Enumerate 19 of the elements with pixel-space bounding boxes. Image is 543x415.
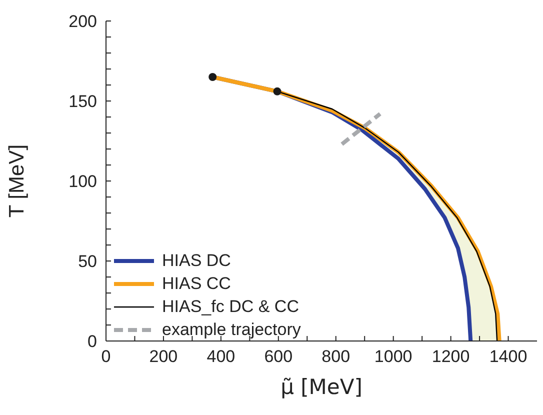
x-tick-label: 400 — [206, 347, 236, 366]
legend-label: HIAS DC — [162, 250, 231, 270]
x-tick-label: 1400 — [489, 347, 528, 366]
x-tick-label: 1200 — [432, 347, 470, 366]
x-tick-label: 200 — [149, 347, 178, 366]
y-tick-label: 0 — [88, 332, 97, 352]
y-tick-label: 100 — [68, 172, 97, 192]
x-axis-title: μ̃ [MeV] — [280, 375, 362, 399]
legend-label: HIAS CC — [162, 274, 231, 294]
x-tick-label: 1000 — [374, 347, 412, 366]
y-tick-label: 200 — [68, 12, 97, 32]
x-tick-label: 800 — [322, 347, 350, 366]
x-tick-label: 0 — [101, 347, 111, 366]
y-tick-label: 50 — [78, 252, 97, 272]
y-tick-label: 150 — [68, 92, 97, 112]
legend-label: example trajectory — [162, 320, 301, 340]
x-tick-label: 600 — [264, 347, 293, 366]
y-axis-title: T [MeV] — [5, 144, 28, 218]
legend-label: HIAS_fc DC & CC — [162, 296, 299, 316]
